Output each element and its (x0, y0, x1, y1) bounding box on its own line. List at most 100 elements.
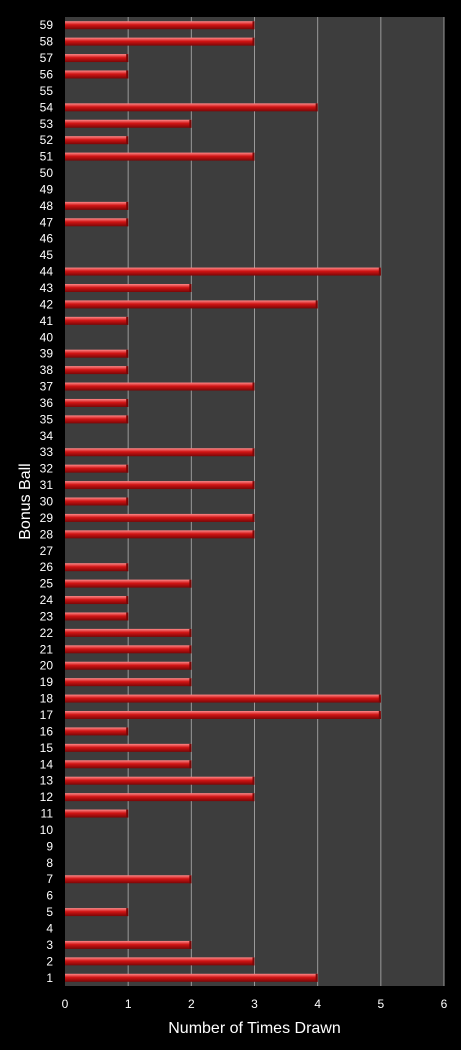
bar-13 (65, 776, 255, 785)
bar-54 (65, 103, 318, 112)
bar-15 (65, 743, 192, 752)
bar-end-54 (315, 103, 318, 112)
bar-end-56 (126, 70, 129, 79)
bar-22 (65, 628, 192, 637)
bar-end-35 (126, 415, 129, 424)
y-tick-label: 54 (40, 100, 54, 114)
bar-end-3 (189, 940, 192, 949)
y-tick-label: 38 (40, 363, 54, 377)
bar-end-37 (252, 382, 255, 391)
bar-end-20 (189, 661, 192, 670)
bar-end-41 (126, 316, 129, 325)
bar-1 (65, 973, 318, 982)
bar-end-17 (378, 711, 381, 720)
bar-18 (65, 694, 381, 703)
bar-59 (65, 21, 255, 30)
bar-end-36 (126, 398, 129, 407)
y-tick-label: 37 (40, 380, 54, 394)
bar-end-39 (126, 349, 129, 358)
y-tick-label: 10 (40, 823, 54, 837)
bar-16 (65, 727, 129, 736)
bar-end-14 (189, 760, 192, 769)
bar-14 (65, 760, 192, 769)
x-tick-label: 2 (188, 997, 195, 1011)
y-tick-label: 48 (40, 199, 54, 213)
bar-end-53 (189, 119, 192, 128)
bar-end-29 (252, 513, 255, 522)
y-tick-label: 29 (40, 511, 54, 525)
y-tick-label: 8 (46, 856, 53, 870)
bar-39 (65, 349, 129, 358)
y-tick-label: 12 (40, 790, 54, 804)
bar-35 (65, 415, 129, 424)
y-tick-label: 31 (40, 478, 54, 492)
bar-end-23 (126, 612, 129, 621)
y-tick-label: 51 (40, 150, 54, 164)
bar-end-58 (252, 37, 255, 46)
y-tick-label: 26 (40, 560, 54, 574)
y-tick-label: 19 (40, 675, 54, 689)
bar-end-28 (252, 530, 255, 539)
bar-20 (65, 661, 192, 670)
y-tick-label: 25 (40, 577, 54, 591)
bar-57 (65, 54, 129, 63)
bar-44 (65, 267, 381, 276)
bar-29 (65, 513, 255, 522)
y-tick-label: 16 (40, 724, 54, 738)
y-tick-label: 9 (46, 839, 53, 853)
bar-end-31 (252, 481, 255, 490)
y-tick-label: 13 (40, 774, 54, 788)
bar-48 (65, 201, 129, 210)
bar-end-12 (252, 793, 255, 802)
y-tick-label: 5 (46, 905, 53, 919)
bar-end-47 (126, 218, 129, 227)
y-axis-title: Bonus Ball (17, 463, 34, 540)
bar-2 (65, 957, 255, 966)
bar-end-5 (126, 908, 129, 917)
y-tick-label: 4 (46, 922, 53, 936)
bar-end-19 (189, 678, 192, 687)
y-tick-label: 49 (40, 182, 54, 196)
y-tick-label: 15 (40, 741, 54, 755)
y-tick-label: 2 (46, 954, 53, 968)
bar-end-51 (252, 152, 255, 161)
bar-end-48 (126, 201, 129, 210)
x-tick-label: 4 (314, 997, 321, 1011)
y-tick-label: 6 (46, 889, 53, 903)
bars (65, 21, 381, 982)
y-tick-label: 57 (40, 51, 54, 65)
bar-end-44 (378, 267, 381, 276)
y-tick-label: 32 (40, 462, 54, 476)
y-tick-label: 36 (40, 396, 54, 410)
bar-30 (65, 497, 129, 506)
bar-53 (65, 119, 192, 128)
y-tick-label: 23 (40, 609, 54, 623)
bar-58 (65, 37, 255, 46)
bar-3 (65, 940, 192, 949)
y-tick-label: 55 (40, 84, 54, 98)
y-tick-label: 3 (46, 938, 53, 952)
bar-11 (65, 809, 129, 818)
x-tick-label: 0 (62, 997, 69, 1011)
bar-47 (65, 218, 129, 227)
y-tick-label: 30 (40, 495, 54, 509)
bar-24 (65, 596, 129, 605)
y-tick-label: 59 (40, 18, 54, 32)
y-tick-label: 22 (40, 626, 54, 640)
y-tick-label: 35 (40, 412, 54, 426)
bar-28 (65, 530, 255, 539)
bar-38 (65, 366, 129, 375)
bar-end-57 (126, 54, 129, 63)
x-tick-label: 1 (125, 997, 132, 1011)
x-tick-label: 3 (251, 997, 258, 1011)
bar-31 (65, 481, 255, 490)
y-tick-label: 14 (40, 757, 54, 771)
x-tick-label: 5 (377, 997, 384, 1011)
bar-37 (65, 382, 255, 391)
bar-56 (65, 70, 129, 79)
bar-end-22 (189, 628, 192, 637)
bar-5 (65, 908, 129, 917)
y-tick-label: 50 (40, 166, 54, 180)
gridlines (127, 17, 445, 986)
bar-end-13 (252, 776, 255, 785)
